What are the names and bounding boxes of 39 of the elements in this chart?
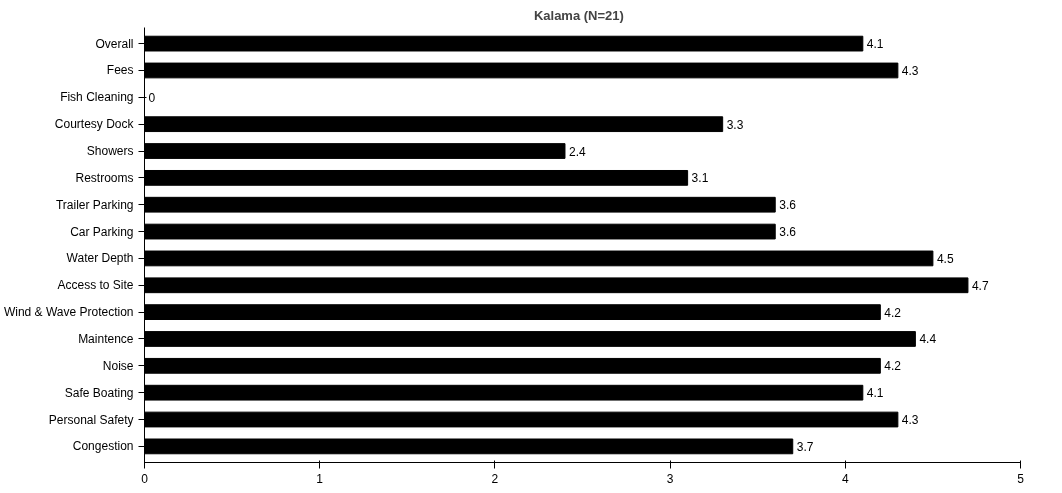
- y-tick-label: Trailer Parking: [55, 197, 134, 212]
- data-label: 3.1: [691, 171, 709, 186]
- data-label: 2.4: [568, 144, 586, 159]
- data-label: 4.4: [919, 332, 937, 347]
- y-tick-label: Showers: [86, 144, 134, 159]
- x-tick-label: 0: [141, 471, 149, 486]
- data-label: 3.7: [796, 439, 814, 454]
- y-tick-label: Overall: [95, 36, 134, 51]
- x-tick-label: 1: [316, 471, 324, 486]
- x-tick-label: 4: [841, 471, 849, 486]
- x-tick-label: 5: [1017, 471, 1025, 486]
- y-tick-label: Congestion: [72, 439, 134, 454]
- data-label: 3.6: [779, 198, 797, 213]
- data-label: 3.3: [726, 117, 744, 132]
- y-tick-label: Wind & Wave Protection: [3, 305, 134, 320]
- data-label: 4.7: [971, 278, 989, 293]
- data-label: 4.3: [901, 413, 919, 428]
- y-tick-label: Noise: [102, 358, 134, 373]
- y-tick-label: Access to Site: [57, 278, 134, 293]
- y-tick-label: Water Depth: [66, 251, 134, 266]
- y-tick-label: Safe Boating: [64, 385, 134, 400]
- data-label: 4.3: [901, 63, 919, 78]
- chart-title: Kalama (N=21): [533, 7, 624, 23]
- y-tick-label: Fish Cleaning: [60, 90, 134, 105]
- x-tick-label: 2: [491, 471, 499, 486]
- data-label: 3.6: [779, 225, 797, 240]
- data-label: 4.5: [936, 251, 954, 266]
- data-label: 4.1: [866, 37, 884, 52]
- y-tick-label: Fees: [106, 63, 134, 78]
- data-label: 4.1: [866, 386, 884, 401]
- y-tick-label: Restrooms: [75, 170, 134, 185]
- y-tick-label: Personal Safety: [48, 412, 134, 427]
- y-tick-label: Car Parking: [70, 224, 134, 239]
- y-tick-label: Courtesy Dock: [54, 117, 135, 132]
- y-tick-label: Maintence: [78, 331, 134, 346]
- x-tick-label: 3: [666, 471, 674, 486]
- data-label: 0: [148, 90, 156, 105]
- data-label: 4.2: [884, 359, 902, 374]
- data-label: 4.2: [884, 305, 902, 320]
